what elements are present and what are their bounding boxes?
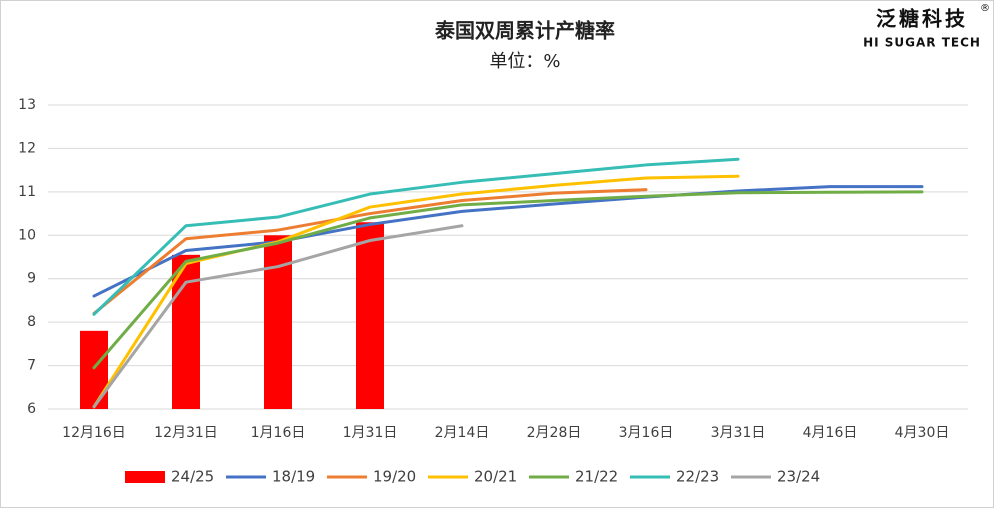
x-tick-label: 3月16日 — [619, 425, 674, 441]
y-tick-label: 11 — [18, 184, 36, 200]
x-tick-label: 4月16日 — [803, 425, 858, 441]
chart-subtitle: 单位：% — [489, 51, 560, 72]
y-tick-label: 8 — [27, 314, 36, 330]
legend-swatch — [125, 471, 165, 483]
legend-label: 23/24 — [777, 468, 820, 486]
y-tick-label: 12 — [18, 140, 36, 156]
x-tick-label: 4月30日 — [895, 425, 950, 441]
legend-label: 24/25 — [171, 468, 214, 486]
logo-name: 泛糖科技 — [876, 7, 968, 31]
legend-label: 22/23 — [676, 468, 719, 486]
y-tick-label: 10 — [18, 227, 36, 243]
x-tick-label: 1月16日 — [251, 425, 306, 441]
legend-label: 21/22 — [575, 468, 618, 486]
line — [92, 185, 924, 298]
x-tick-label: 1月31日 — [343, 425, 398, 441]
x-tick-label: 12月31日 — [154, 425, 218, 441]
line — [92, 188, 648, 315]
bar — [264, 235, 292, 409]
x-tick-label: 2月14日 — [435, 425, 490, 441]
y-tick-label: 7 — [27, 358, 36, 374]
line — [92, 224, 464, 409]
x-tick-label: 12月16日 — [62, 425, 126, 441]
legend-label: 20/21 — [474, 468, 517, 486]
chart-title: 泰国双周累计产糖率 — [434, 19, 615, 43]
bar — [80, 330, 108, 409]
y-tick-label: 13 — [18, 97, 36, 113]
legend-label: 19/20 — [373, 468, 416, 486]
x-tick-label: 2月28日 — [527, 425, 582, 441]
line — [92, 190, 924, 370]
line — [92, 174, 740, 409]
line — [92, 157, 740, 316]
x-tick-label: 3月31日 — [711, 425, 766, 441]
y-tick-label: 6 — [27, 401, 36, 417]
bar — [356, 222, 384, 409]
legend-label: 18/19 — [272, 468, 315, 486]
logo-mark: ® — [980, 3, 990, 14]
logo-tagline: HI SUGAR TECH — [863, 36, 981, 50]
y-tick-label: 9 — [27, 271, 36, 287]
